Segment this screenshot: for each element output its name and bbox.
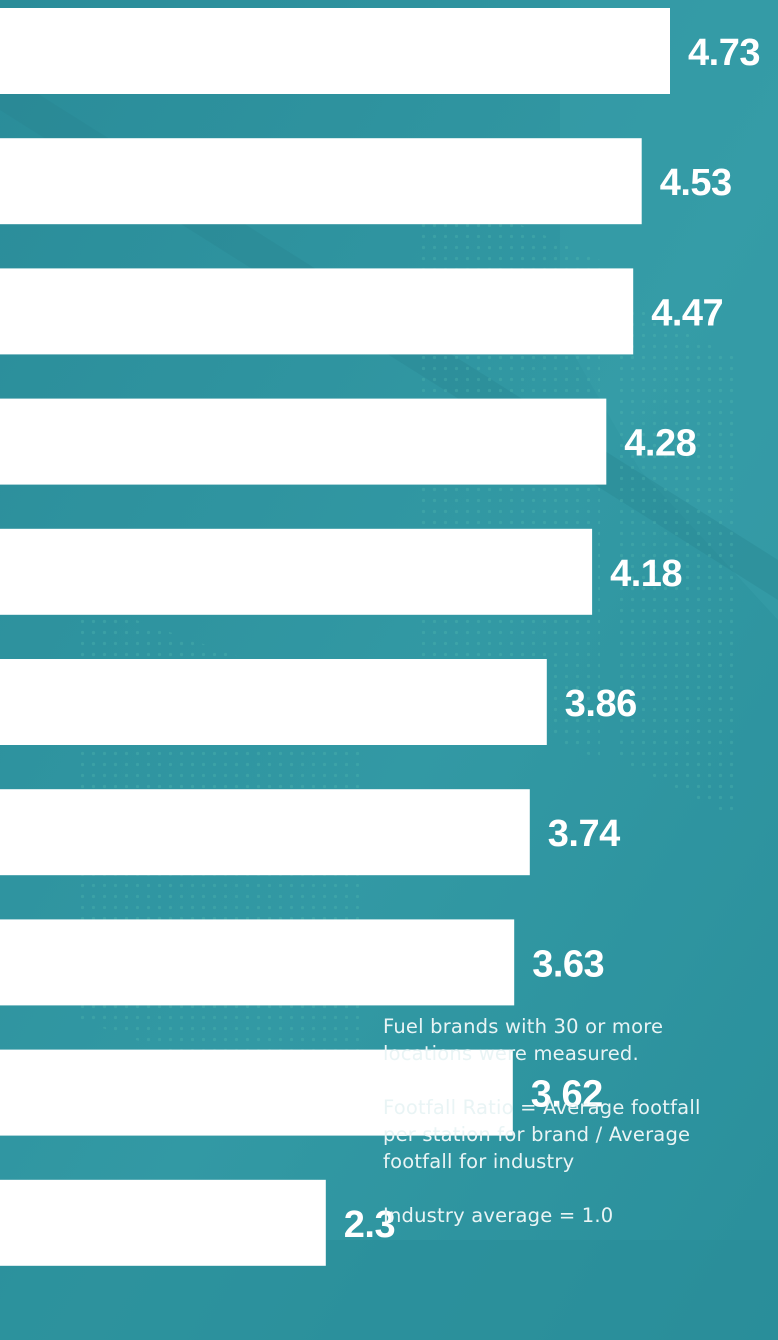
bar-value-label-8: 3.63 bbox=[532, 943, 604, 985]
bar-5 bbox=[0, 528, 593, 615]
bar-value-label-3: 4.47 bbox=[651, 292, 723, 334]
bar-10 bbox=[0, 1179, 326, 1266]
bar-value-label-6: 3.86 bbox=[565, 683, 637, 725]
bar-value-label-4: 4.28 bbox=[624, 423, 696, 465]
bar-7 bbox=[0, 789, 530, 876]
bar-value-label-7: 3.74 bbox=[548, 813, 620, 855]
bar-value-label-5: 4.18 bbox=[610, 553, 682, 595]
note-ratio-definition: Footfall Ratio = Average footfall per st… bbox=[383, 1096, 701, 1173]
bar-8 bbox=[0, 919, 515, 1006]
chart-notes: Fuel brands with 30 or more locations we… bbox=[383, 1013, 778, 1256]
bar-9 bbox=[0, 1049, 513, 1136]
bar-value-label-1: 4.73 bbox=[688, 32, 760, 74]
bar-2 bbox=[0, 138, 642, 225]
note-industry-average: Industry average = 1.0 bbox=[383, 1204, 614, 1227]
bar-1 bbox=[0, 8, 670, 94]
bar-value-label-2: 4.53 bbox=[660, 162, 732, 204]
note-brands-measured: Fuel brands with 30 or more locations we… bbox=[383, 1015, 664, 1065]
bar-4 bbox=[0, 398, 607, 485]
bar-6 bbox=[0, 659, 547, 745]
bar-3 bbox=[0, 268, 634, 355]
bar-value-label-9: 3.62 bbox=[531, 1074, 603, 1116]
bar-value-label-10: 2.3 bbox=[344, 1204, 395, 1246]
